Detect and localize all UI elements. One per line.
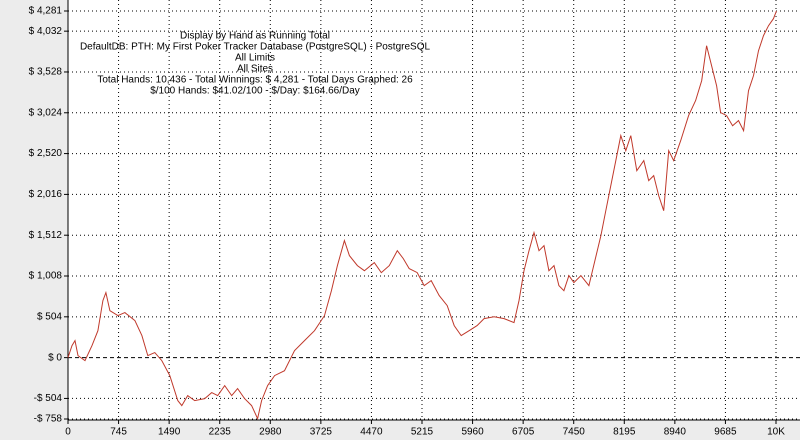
y-tick-label: $ 0 [48, 352, 62, 363]
x-tick-label: 5960 [461, 427, 484, 438]
y-tick-label: $ 4,032 [29, 26, 63, 37]
line-series [67, 10, 777, 421]
x-tick-label: 2980 [259, 427, 282, 438]
x-tick-label: 6705 [512, 427, 535, 438]
y-tick-label: $ 2,520 [29, 148, 63, 159]
x-tick-label: 745 [110, 427, 127, 438]
x-tick-label: 3725 [310, 427, 333, 438]
y-tick-label: $ 1,008 [29, 271, 63, 282]
x-tick-label: 8195 [613, 427, 636, 438]
plot-area [68, 0, 800, 420]
x-tick-label: 10K [767, 427, 785, 438]
y-tick-label: $ 4,281 [29, 6, 63, 17]
y-tick-label: -$ 504 [34, 393, 63, 404]
y-tick-label: $ 2,016 [29, 189, 63, 200]
annotation: $/100 Hands: $41.02/100 - $/Day: $164.66… [150, 86, 360, 97]
x-tick-label: 1490 [158, 427, 181, 438]
annotation: DefaultDB: PTH: My First Poker Tracker D… [80, 42, 431, 53]
annotation: All Sites [237, 64, 273, 75]
x-tick-label: 4470 [360, 427, 383, 438]
y-tick-label: $ 504 [37, 311, 62, 322]
x-tick-label: 7450 [563, 427, 586, 438]
annotation: Display by Hand as Running Total [180, 31, 330, 42]
y-tick-label: $ 1,512 [29, 230, 63, 241]
y-tick-label: $ 3,024 [29, 107, 63, 118]
annotation: Total Hands: 10,436 - Total Winnings: $ … [97, 75, 413, 86]
y-tick-label: $ 3,528 [29, 67, 63, 78]
annotation: All Limits [235, 53, 275, 64]
x-tick-label: 0 [65, 427, 71, 438]
y-tick-label: -$ 758 [34, 414, 63, 425]
x-tick-label: 8940 [664, 427, 687, 438]
x-tick-label: 2235 [209, 427, 232, 438]
x-tick-label: 5215 [411, 427, 434, 438]
x-tick-label: 9685 [714, 427, 737, 438]
